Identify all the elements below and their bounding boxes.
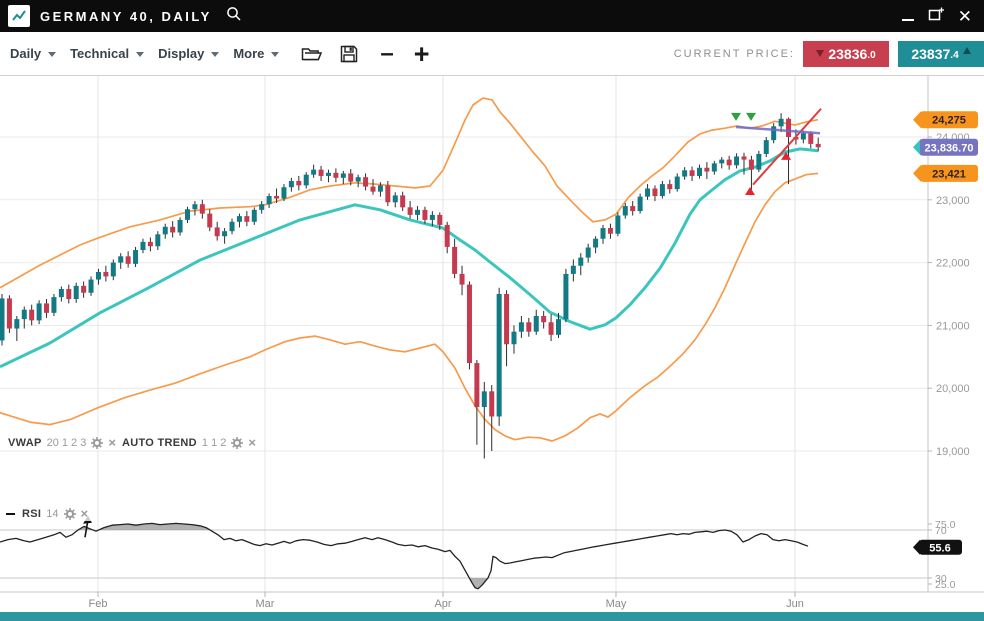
bollinger-upper-line <box>0 97 819 289</box>
band-value-tag: 24,275 <box>913 111 978 129</box>
rsi-params: 14 <box>46 508 59 520</box>
sell-price-value: 23836 <box>828 45 868 62</box>
arrow-down-icon <box>816 50 825 57</box>
time-axis[interactable]: Feb Mar Apr May Jun <box>89 592 804 610</box>
menu-more[interactable]: More <box>233 46 280 61</box>
popout-window-button[interactable] <box>928 6 944 27</box>
band-value-tag: 23,421 <box>913 164 978 182</box>
band-value-tag-text: 24,275 <box>932 115 966 127</box>
menu-daily-label: Daily <box>10 46 42 61</box>
trend-line[interactable] <box>735 125 821 135</box>
chevron-down-icon <box>271 52 280 57</box>
trend-line[interactable] <box>752 108 822 186</box>
price-tick-label: 19,000 <box>936 446 970 458</box>
menu-display[interactable]: Display <box>158 46 220 61</box>
band-value-tag-text: 23,421 <box>932 168 966 180</box>
close-button[interactable]: ✕ <box>957 6 972 26</box>
sell-price-decimal: .0 <box>867 49 876 61</box>
month-label: Mar <box>256 598 275 610</box>
month-label: Feb <box>89 598 108 610</box>
grid-lines <box>0 76 928 592</box>
gear-icon[interactable] <box>91 437 104 449</box>
rsi-line <box>0 522 809 590</box>
search-icon[interactable] <box>226 6 242 27</box>
indicator-autotrend-row: AUTO TREND 1 1 2 × <box>118 436 260 450</box>
sell-price-button[interactable]: 23836.0 <box>803 40 889 67</box>
current-price-tag: 23,836.70 <box>913 138 978 156</box>
zoom-in-button[interactable]: + <box>413 38 430 69</box>
rsi-line-swatch <box>6 513 15 515</box>
close-icon[interactable]: × <box>108 435 116 450</box>
open-folder-icon[interactable] <box>301 45 323 62</box>
bollinger-lower-line <box>0 172 819 442</box>
chart-title: GERMANY 40, DAILY <box>40 8 212 24</box>
bottom-status-bar <box>0 612 984 621</box>
rsi-tick-label: 25.0 <box>935 579 956 591</box>
chevron-down-icon <box>48 52 57 57</box>
indicator-vwap-row: VWAP 20 1 2 3 × <box>4 436 120 450</box>
close-icon[interactable]: × <box>80 506 89 521</box>
month-label: Jun <box>786 598 804 610</box>
app-logo-icon <box>8 5 30 27</box>
current-price-tag-text: 23,836.70 <box>925 142 974 154</box>
arrow-up-icon <box>962 47 971 54</box>
month-label: May <box>606 598 627 610</box>
buy-price-value: 23837 <box>911 45 951 62</box>
price-tick-label: 22,000 <box>936 258 970 270</box>
current-price-label: CURRENT PRICE: <box>673 47 795 60</box>
minimize-button[interactable] <box>901 19 914 21</box>
buy-price-decimal: .4 <box>950 49 959 61</box>
rsi-overbought-fill <box>98 523 210 530</box>
buy-signal-triangle <box>745 187 755 196</box>
month-label: Apr <box>434 598 451 610</box>
sell-signal-triangle <box>731 112 741 121</box>
sell-signal-triangle <box>746 112 756 121</box>
rsi-tick-label: 70 <box>935 525 947 537</box>
menu-technical-label: Technical <box>70 46 130 61</box>
menu-technical[interactable]: Technical <box>70 46 145 61</box>
buy-price-button[interactable]: 23837.4 <box>898 40 984 67</box>
price-tick-label: 21,000 <box>936 320 970 332</box>
toolbar: Daily Technical Display More – + CURRENT… <box>0 32 984 76</box>
autotrend-label: AUTO TREND <box>122 437 197 449</box>
rsi-value-tag: 55.6 <box>913 539 962 555</box>
chart-stage: 24,000 23,000 22,000 21,000 20,000 19,000 Feb M… <box>0 76 984 621</box>
axes <box>0 76 984 593</box>
rsi-tick-label: 30 <box>935 573 947 585</box>
vwap-line <box>0 147 819 369</box>
candlesticks <box>0 113 821 459</box>
title-bar: GERMANY 40, DAILY ✕ <box>0 0 984 32</box>
save-icon[interactable] <box>340 45 358 63</box>
chevron-down-icon <box>136 52 145 57</box>
chevron-down-icon <box>211 52 220 57</box>
buy-signal-triangle <box>781 151 791 160</box>
close-icon[interactable]: × <box>248 435 256 450</box>
vwap-label: VWAP <box>8 437 42 449</box>
rsi-label: RSI <box>22 508 42 520</box>
zoom-out-button[interactable]: – <box>380 39 394 67</box>
rsi-value-text: 55.6 <box>929 542 950 554</box>
vwap-params: 20 1 2 3 <box>46 437 87 449</box>
indicator-rsi-row: RSI 14 × <box>2 506 93 521</box>
price-tick-label: 20,000 <box>936 383 970 395</box>
menu-display-label: Display <box>158 46 205 61</box>
gear-icon[interactable] <box>231 437 244 449</box>
price-tick-label: 23,000 <box>936 195 970 207</box>
autotrend-params: 1 1 2 <box>201 437 227 449</box>
rsi-oversold-fill <box>469 578 488 589</box>
menu-more-label: More <box>233 46 265 61</box>
auto-trend-annotations <box>731 108 822 196</box>
menu-daily[interactable]: Daily <box>10 46 57 61</box>
gear-icon[interactable] <box>63 508 76 520</box>
rsi-tick-label: 75.0 <box>935 519 956 531</box>
